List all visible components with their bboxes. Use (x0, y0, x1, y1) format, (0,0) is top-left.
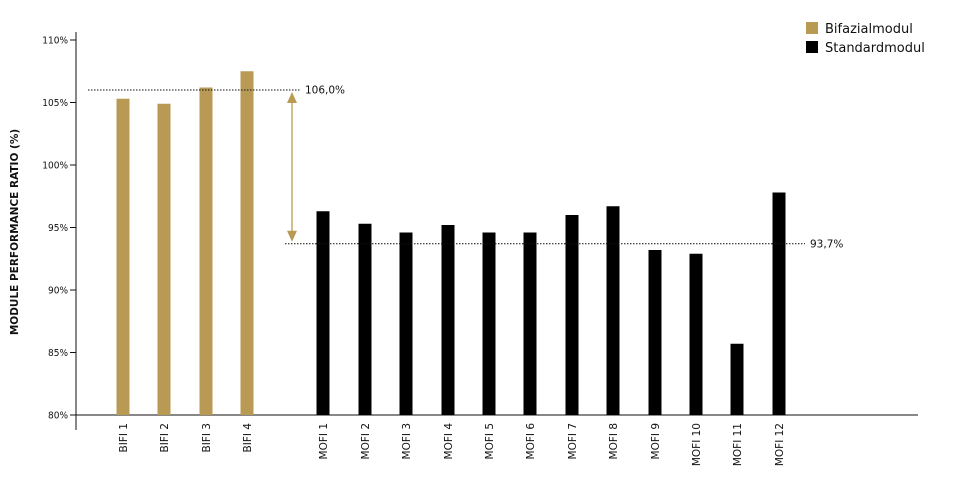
reference-lines: 106,0% 93,7% (88, 85, 843, 250)
y-tick-label: 90% (48, 286, 68, 297)
bar-bifi-4 (240, 71, 254, 415)
bar-bifi-1 (116, 98, 130, 415)
x-tick-label: MOFI 3 (401, 423, 413, 459)
bar-bifi-3 (199, 87, 213, 415)
bar-bifi-2 (157, 103, 171, 415)
x-tick-label: BIFI 2 (159, 423, 171, 452)
y-tick-label: 85% (48, 348, 68, 359)
bar-mofi-8 (606, 206, 620, 415)
arrow-head-up (287, 92, 297, 103)
x-tick-label: MOFI 6 (525, 423, 537, 460)
bar-mofi-7 (565, 215, 579, 415)
bar-mofi-5 (482, 232, 496, 415)
bar-mofi-2 (358, 223, 372, 415)
bars (116, 71, 786, 415)
bar-mofi-10 (689, 253, 703, 415)
legend-label: Bifazialmodul (825, 22, 913, 37)
x-tick-label: BIFI 4 (242, 423, 254, 453)
x-tick-label: MOFI 9 (650, 423, 662, 459)
x-tick-label: MOFI 12 (774, 423, 786, 466)
x-tick-label: MOFI 7 (567, 423, 579, 459)
y-tick-label: 100% (42, 161, 68, 172)
reference-label-mofi: 93,7% (810, 238, 843, 250)
legend: Bifazialmodul Standardmodul (806, 22, 925, 56)
x-tick-label: MOFI 2 (360, 423, 372, 459)
legend-label: Standardmodul (825, 41, 925, 56)
y-tick-label: 110% (42, 36, 68, 47)
legend-swatch (806, 22, 818, 34)
bar-mofi-11 (730, 343, 744, 415)
bar-mofi-9 (648, 250, 662, 415)
bar-mofi-4 (441, 225, 455, 415)
y-axis-title: MODULE PERFORMANCE RATIO (%) (9, 129, 21, 335)
x-tick-label: MOFI 8 (608, 423, 620, 459)
x-tick-label: BIFI 3 (201, 423, 213, 452)
reference-label-bifi: 106,0% (305, 85, 345, 97)
bar-mofi-12 (772, 192, 786, 415)
x-axis-labels: BIFI 1 BIFI 2 BIFI 3 BIFI 4 MOFI 1 MOFI 2 MOFI… (118, 423, 786, 466)
y-axis-ticks: 80% 85% 90% 95% 100% 105% 110% (42, 36, 76, 422)
x-tick-label: MOFI 4 (443, 423, 455, 460)
y-tick-label: 80% (48, 411, 68, 422)
x-tick-label: MOFI 11 (732, 423, 744, 466)
bar-mofi-1 (316, 211, 330, 415)
bar-mofi-3 (399, 232, 413, 415)
bar-mofi-6 (523, 232, 537, 415)
x-tick-label: MOFI 10 (691, 423, 703, 466)
y-tick-label: 95% (48, 223, 68, 234)
arrow-head-down (287, 230, 297, 242)
x-tick-label: BIFI 1 (118, 423, 130, 452)
y-tick-label: 105% (42, 98, 68, 109)
x-tick-label: MOFI 1 (318, 423, 330, 459)
legend-swatch (806, 41, 818, 53)
x-tick-label: MOFI 5 (484, 423, 496, 459)
